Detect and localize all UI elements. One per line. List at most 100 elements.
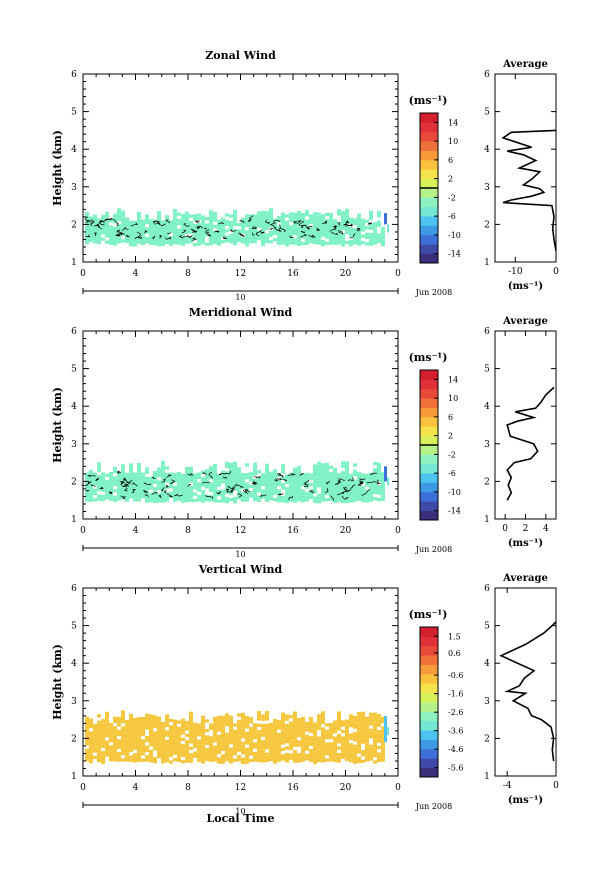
x-tick-label: 8 [185,269,191,279]
field-cell [221,217,225,221]
field-cell [177,746,181,750]
field-cell [325,498,329,502]
field-cell [117,214,121,218]
field-cell [129,476,133,480]
field-cell [289,488,293,492]
field-cell [357,213,361,217]
field-cell [93,488,97,492]
field-cell [185,498,189,503]
field-cell [369,488,373,492]
field-cell [257,211,261,215]
field-cell [201,731,205,735]
field-cell [273,222,277,226]
contour-line [259,494,267,497]
field-cell [133,740,137,744]
average-y-tick-label: 6 [484,327,490,337]
contour-line [90,484,96,487]
field-cell [161,473,165,478]
contour-line [334,225,338,227]
average-x-tick-label: 0 [553,267,559,277]
field-cells [85,710,389,764]
field-cell [317,739,321,743]
field-cell [329,475,333,479]
field-cell [289,727,293,732]
field-cell [177,726,181,731]
field-cell [93,237,97,241]
field-cell [325,228,329,233]
field-cell [309,476,313,480]
field-cell [249,729,253,734]
field-cell [361,711,365,715]
field-cell [145,496,149,500]
field-cell [97,714,101,718]
field-cell [313,760,317,764]
contour-line [299,473,304,476]
field-cell [193,741,197,746]
field-cell [201,477,205,481]
field-cell [253,217,257,221]
field-cell [117,227,121,231]
field-cell [109,497,113,501]
field-cell [105,234,109,238]
field-cell [229,734,233,739]
field-cell [165,476,169,480]
field-cell [149,714,153,718]
field-cell [261,214,265,218]
colorbar-swatch [420,454,438,465]
field-cell [357,220,361,224]
field-cell [113,739,117,743]
field-cell [297,740,301,744]
field-cell [245,230,249,234]
field-cell [353,228,357,232]
field-cell [285,499,289,504]
field-cell [137,733,141,737]
field-cell [105,240,109,244]
colorbar-swatch [420,244,438,255]
field-cell [345,499,349,504]
field-cell [233,461,237,465]
field-cell [257,742,261,747]
field-cell [373,731,377,735]
field-cell [93,491,97,496]
field-cell [177,497,181,501]
field-cell [149,756,153,760]
field-cell [125,755,129,759]
field-cell [165,720,169,724]
field-cell [217,499,221,503]
field-cell [265,746,269,750]
field-cell [293,238,297,242]
colorbar-tick-label: -6 [448,469,456,478]
field-cell [297,491,301,495]
y-tick-label: 2 [71,220,77,230]
field-cell [381,752,385,756]
field-cell [225,745,229,749]
field-cell [129,236,133,240]
field-cell [197,752,201,756]
field-cell [305,209,309,214]
field-cell [93,479,97,483]
date-day-label: 10 [235,293,245,302]
contour-line [118,230,124,235]
y-tick-label: 1 [71,772,77,782]
field-cell [89,498,93,502]
field-cell [229,481,233,486]
contour-line [273,219,281,224]
field-cell [149,724,153,728]
field-cell [169,242,173,246]
field-cell [97,739,101,744]
field-cell [357,759,361,764]
field-cell [121,467,125,471]
field-cell [265,742,269,747]
field-cell [337,234,341,238]
field-cell [285,477,289,481]
field-cell [249,742,253,746]
field-cell [213,723,217,727]
colorbar-tick-label: 2 [448,175,453,184]
field-cell [329,238,333,242]
field-cell [117,224,121,228]
field-cell [189,485,193,490]
field-cell [109,238,113,242]
field-cell [329,755,333,759]
field-cell [301,483,305,487]
field-cell [161,757,165,761]
